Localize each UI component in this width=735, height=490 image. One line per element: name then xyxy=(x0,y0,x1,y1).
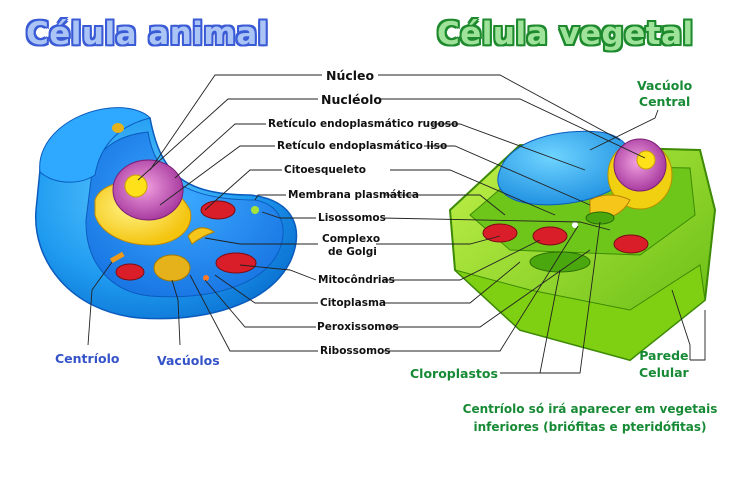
title-animal-cell: Célula animal xyxy=(26,16,269,52)
label-centriolo: Centríolo xyxy=(55,351,120,366)
animal-peroxisome xyxy=(203,275,209,281)
centriole-note: Centríolo só irá aparecer em vegetais in… xyxy=(452,400,728,436)
plant-mitochondria-1 xyxy=(482,223,518,243)
plant-nucleolus xyxy=(636,150,656,170)
leader-lines xyxy=(87,74,706,374)
label-vacuolo-line2: Central xyxy=(638,94,691,109)
label-vacuolos: Vacúolos xyxy=(157,353,220,368)
label-citoplasma: Citoplasma xyxy=(320,297,387,309)
plant-mitochondria-2 xyxy=(532,226,568,246)
label-peroxissomos: Peroxissomos xyxy=(317,321,399,333)
label-reticulo-liso: Retículo endoplasmático liso xyxy=(277,140,448,152)
label-cloroplastos: Cloroplastos xyxy=(410,366,498,381)
label-de-golgi: de Golgi xyxy=(328,246,377,258)
label-membrana-plasmatica: Membrana plasmática xyxy=(288,189,419,201)
plant-wall-front xyxy=(454,264,706,361)
animal-nucleolus xyxy=(124,174,148,198)
label-lisossomos: Lisossomos xyxy=(318,212,386,224)
animal-mitochondria-1 xyxy=(200,200,236,220)
animal-golgi xyxy=(187,227,216,245)
label-complexo: Complexo xyxy=(322,233,381,245)
label-nucleo: Núcleo xyxy=(326,68,375,83)
animal-vacuole-2 xyxy=(112,123,124,133)
label-parede-line2: Celular xyxy=(639,365,689,380)
animal-cell xyxy=(35,107,298,320)
label-mitocondrias: Mitocôndrias xyxy=(318,274,395,286)
label-reticulo-rugoso: Retículo endoplasmático rugoso xyxy=(268,118,459,130)
note-line-1: Centríolo só irá aparecer em vegetais xyxy=(462,402,718,416)
label-parede-line1: Parede xyxy=(639,348,689,363)
plant-ribosome-dot xyxy=(572,222,578,228)
animal-lysosome xyxy=(251,206,259,214)
animal-mitochondria-3 xyxy=(115,263,145,281)
note-line-2: inferiores (briófitas e pteridófitas) xyxy=(473,420,707,434)
animal-mitochondria-2 xyxy=(215,252,257,274)
label-vacuolo-central: Vacúolo Central xyxy=(637,78,692,110)
plant-cell xyxy=(448,130,717,362)
label-ribossomos: Ribossomos xyxy=(320,345,391,357)
label-parede-celular: Parede Celular xyxy=(639,347,689,381)
plant-mitochondria-3 xyxy=(613,234,649,254)
title-plant-cell: Célula vegetal xyxy=(437,16,694,52)
animal-vacuole-1 xyxy=(153,254,191,282)
label-nucleolo: Nucléolo xyxy=(321,92,382,107)
animal-centriole xyxy=(109,251,125,264)
label-vacuolo-line1: Vacúolo xyxy=(637,78,693,93)
label-citoesqueleto: Citoesqueleto xyxy=(284,164,366,176)
animal-nucleus xyxy=(112,159,184,221)
